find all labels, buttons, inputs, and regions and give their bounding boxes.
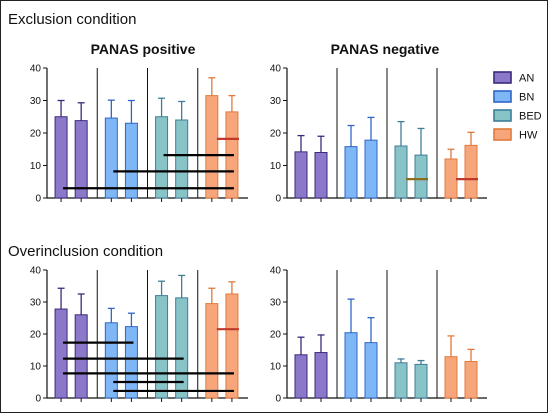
bar-an-2 [314,352,328,399]
legend-swatch-bn [493,90,512,103]
chart-title-panas-positive-exclusion: PANAS positive [91,41,196,57]
bar-bn-2 [364,139,378,199]
y-tick-label: 10 [270,362,282,373]
chart-panels: 0 10 20 30 40 0 10 20 30 40 0 10 20 30 40 0 10 20 30 40 [30,64,487,405]
bar-bed-1 [394,145,408,199]
panel-excl-negative: 0 10 20 30 40 [270,64,487,205]
bar-an-1 [54,116,68,199]
y-tick-label: 20 [270,330,282,341]
y-tick-label: 40 [30,64,42,75]
bar-bn-2 [124,122,138,199]
bar-bed-1 [394,362,408,399]
bar-bed-2 [414,154,428,199]
legend-label-bed: BED [519,111,542,123]
bar-an-2 [74,314,88,399]
legend-label-an: AN [519,73,534,85]
panel-over-negative: 0 10 20 30 40 [270,266,487,405]
bar-bn-2 [364,342,378,399]
y-tick-label: 30 [270,298,282,309]
bar-hw-2 [464,144,478,199]
y-tick-label: 40 [270,266,282,277]
y-tick-label: 40 [270,64,282,75]
y-tick-label: 0 [35,194,41,205]
y-tick-label: 10 [30,362,42,373]
y-tick-label: 0 [35,394,41,405]
bar-bn-1 [104,117,118,199]
overinclusion-condition-title: Overinclusion condition [8,243,163,260]
legend-swatch-an [493,71,512,84]
bar-bn-1 [344,332,358,399]
y-tick-label: 20 [30,129,42,140]
y-tick-label: 0 [275,394,281,405]
legend-label-bn: BN [519,92,534,104]
chart-title-panas-negative-exclusion: PANAS negative [331,41,440,57]
y-tick-label: 20 [270,129,282,140]
legend-label-hw: HW [519,130,538,142]
bar-hw-1 [205,95,219,199]
bar-hw-2 [464,361,478,399]
bar-bn-2 [124,326,138,399]
bar-bn-1 [104,322,118,399]
bar-an-2 [314,152,328,199]
bar-bed-1 [155,116,169,199]
exclusion-condition-title: Exclusion condition [8,11,136,28]
y-tick-label: 30 [30,298,42,309]
y-tick-label: 10 [270,161,282,172]
y-tick-label: 10 [30,161,42,172]
bar-bn-1 [344,146,358,199]
bar-an-1 [54,308,68,399]
bar-an-1 [294,354,308,399]
bar-hw-1 [444,158,458,199]
legend-swatch-hw [493,128,512,141]
bar-hw-2 [225,293,239,399]
bar-hw-1 [444,356,458,399]
y-tick-label: 0 [275,194,281,205]
panel-excl-positive: 0 10 20 30 40 [30,64,248,205]
y-tick-label: 20 [30,330,42,341]
bar-an-2 [74,120,88,199]
bar-bed-2 [175,119,189,199]
y-tick-label: 30 [270,96,282,107]
bar-an-1 [294,151,308,199]
panel-over-positive: 0 10 20 30 40 [30,266,248,405]
bar-hw-1 [205,303,219,399]
y-tick-label: 40 [30,266,42,277]
y-tick-label: 30 [30,96,42,107]
legend: AN BN BED HW [493,71,542,142]
legend-swatch-bed [493,109,512,122]
bar-bed-2 [414,363,428,399]
